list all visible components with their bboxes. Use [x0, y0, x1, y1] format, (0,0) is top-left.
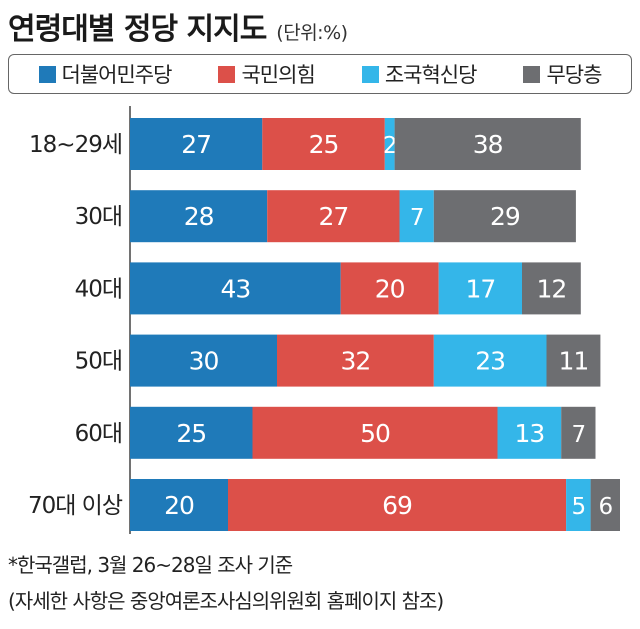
bar-segment-democratic — [130, 190, 268, 243]
data-label-rebuilding: 23 — [475, 347, 505, 376]
bar-segment-none — [561, 406, 596, 459]
bar-segment-ppp — [228, 479, 567, 531]
title-row: 연령대별 정당 지지도 (단위:%) — [8, 4, 348, 48]
data-label-ppp: 32 — [340, 347, 370, 376]
legend: 더불어민주당 국민의힘 조국혁신당 무당층 — [8, 54, 632, 94]
bar-segment-democratic — [130, 334, 277, 387]
category-label: 18~29세 — [29, 132, 122, 158]
bar-segment-rebuilding — [433, 334, 547, 387]
data-label-rebuilding: 2 — [383, 133, 397, 159]
unit-label: (단위:%) — [276, 22, 348, 44]
data-label-none: 7 — [572, 422, 586, 448]
data-label-democratic: 27 — [181, 130, 211, 159]
bar-segment-democratic — [130, 118, 263, 170]
data-label-democratic: 30 — [189, 347, 219, 376]
bar-segment-none — [433, 190, 576, 243]
bar-segment-rebuilding — [384, 118, 395, 170]
bar-segment-none — [590, 479, 620, 531]
data-label-none: 6 — [598, 494, 612, 520]
bar-segment-rebuilding — [497, 406, 562, 459]
bar-segment-ppp — [262, 118, 385, 170]
bar-segment-rebuilding — [438, 262, 522, 315]
legend-label-democratic: 더불어민주당 — [61, 63, 173, 87]
data-label-rebuilding: 5 — [572, 494, 586, 520]
category-label: 60대 — [75, 421, 122, 447]
data-label-ppp: 20 — [375, 274, 405, 303]
bar-segment-rebuilding — [566, 479, 591, 531]
category-label: 70대 이상 — [28, 493, 123, 519]
legend-swatch-democratic — [38, 65, 56, 83]
data-label-ppp: 27 — [318, 202, 348, 231]
bar-segment-none — [522, 262, 581, 315]
stacked-bar-chart: 18~29세 27 25 2 38 30대 28 27 7 29 40대 43 20 17 12 50대 30 3… — [28, 106, 620, 534]
footnote-source: *한국갤럽, 3월 26~28일 조사 기준 — [8, 553, 293, 577]
category-label: 40대 — [75, 276, 122, 302]
bar-segment-democratic — [130, 262, 341, 315]
category-label: 30대 — [75, 204, 122, 230]
legend-label-ppp: 국민의힘 — [241, 63, 315, 87]
data-label-democratic: 43 — [220, 274, 250, 303]
data-label-democratic: 25 — [176, 419, 206, 448]
footnote-reference: (자세한 사항은 중앙여론조사심의위원회 홈페이지 참조) — [8, 589, 444, 613]
data-label-none: 12 — [536, 274, 566, 303]
data-label-none: 29 — [490, 202, 520, 231]
legend-swatch-ppp — [218, 65, 236, 83]
data-label-none: 11 — [559, 347, 589, 376]
legend-item-democratic: 더불어민주당 — [38, 59, 173, 89]
bar-segment-rebuilding — [399, 190, 434, 243]
data-label-rebuilding: 17 — [465, 274, 495, 303]
bar-segment-democratic — [130, 406, 253, 459]
legend-item-none: 무당층 — [523, 59, 602, 89]
data-label-rebuilding: 7 — [410, 205, 424, 231]
bar-segment-ppp — [277, 334, 434, 387]
legend-item-ppp: 국민의힘 — [218, 59, 316, 89]
category-label: 50대 — [75, 349, 122, 375]
legend-label-none: 무당층 — [546, 63, 602, 87]
chart-title: 연령대별 정당 지지도 — [8, 12, 267, 47]
bar-segment-none — [546, 334, 601, 387]
legend-swatch-none — [523, 65, 541, 83]
bar-segment-none — [394, 118, 581, 170]
data-label-democratic: 20 — [164, 491, 194, 520]
legend-item-rebuilding: 조국혁신당 — [361, 59, 478, 89]
data-label-ppp: 50 — [360, 419, 390, 448]
bar-segment-ppp — [267, 190, 400, 243]
legend-label-rebuilding: 조국혁신당 — [384, 63, 478, 87]
data-label-democratic: 28 — [184, 202, 214, 231]
data-label-ppp: 25 — [309, 130, 339, 159]
data-label-none: 38 — [473, 130, 503, 159]
legend-swatch-rebuilding — [361, 65, 379, 83]
bar-segment-ppp — [252, 406, 498, 459]
data-label-rebuilding: 13 — [514, 419, 544, 448]
bar-segment-democratic — [130, 479, 228, 531]
bar-segment-ppp — [340, 262, 439, 315]
data-label-ppp: 69 — [382, 491, 412, 520]
